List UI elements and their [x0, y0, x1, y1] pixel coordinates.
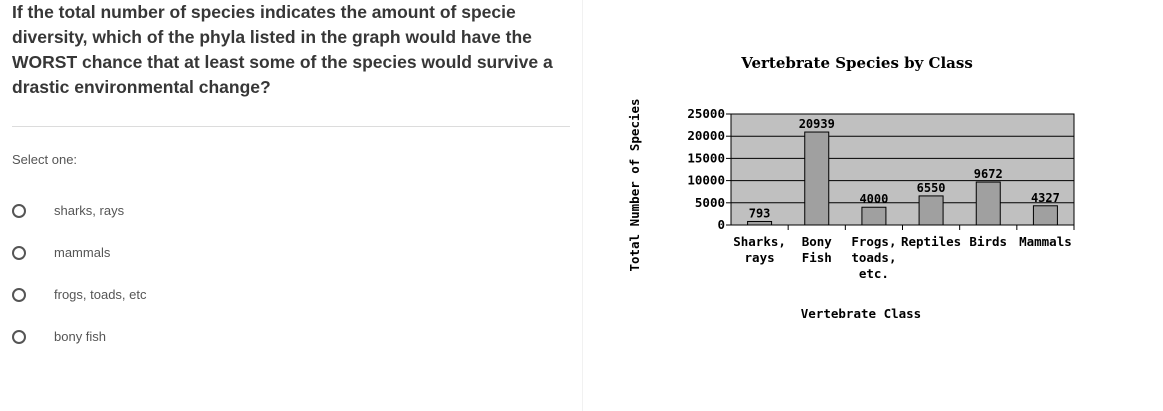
y-tick-label: 20000	[687, 128, 725, 143]
data-label: 20939	[799, 117, 835, 131]
bar	[861, 206, 887, 226]
option-bony-fish[interactable]: bony fish	[12, 327, 312, 353]
x-category-label: toads,	[851, 250, 896, 265]
option-frogs-toads[interactable]: frogs, toads, etc	[12, 285, 312, 311]
question-text: If the total number of species indicates…	[12, 0, 580, 100]
y-axis-label: Total Number of Species	[627, 98, 642, 271]
question-panel: If the total number of species indicates…	[12, 0, 580, 353]
data-label: 4000	[859, 192, 888, 206]
radio-button[interactable]	[12, 330, 26, 344]
x-axis-label: Vertebrate Class	[801, 306, 921, 321]
x-category-label: Mammals	[1019, 234, 1072, 249]
bar	[747, 220, 773, 226]
chart-title: Vertebrate Species by Class	[740, 54, 973, 72]
bar	[918, 195, 944, 226]
y-tick-label: 0	[717, 217, 725, 232]
data-label: 6550	[917, 181, 946, 195]
plot-area: 0 5000 10000 15000 20000 25000 793 Sharks,rays 2…	[687, 106, 1075, 281]
x-category-label: Bony	[802, 234, 833, 249]
question-line: drastic environmental change?	[12, 77, 271, 97]
option-label: sharks, rays	[54, 203, 125, 218]
question-line: WORST chance that at least some of the s…	[12, 52, 553, 72]
data-label: 9672	[974, 167, 1003, 181]
option-label: bony fish	[54, 329, 107, 344]
question-line: If the total number of species indicates…	[12, 2, 516, 22]
x-category-label: etc.	[859, 266, 889, 281]
option-sharks-rays[interactable]: sharks, rays	[12, 201, 312, 227]
question-line: diversity, which of the phyla listed in …	[12, 27, 532, 47]
y-tick-label: 15000	[687, 150, 725, 165]
x-category-label: Birds	[969, 234, 1007, 249]
y-tick-label: 5000	[695, 195, 725, 210]
bar	[975, 181, 1001, 226]
select-one-prompt: Select one:	[12, 152, 78, 167]
option-mammals[interactable]: mammals	[12, 243, 312, 269]
chart-image: Vertebrate Species by Class Total Number…	[583, 0, 1163, 411]
bar	[1032, 205, 1058, 226]
plot-background	[730, 113, 1075, 226]
x-category-label: Fish	[802, 250, 832, 265]
y-tick-label: 25000	[687, 106, 725, 121]
bar-chart: Vertebrate Species by Class Total Number…	[627, 54, 1075, 321]
radio-button[interactable]	[12, 204, 26, 218]
bar	[804, 131, 830, 226]
radio-button[interactable]	[12, 288, 26, 302]
x-category-label: Reptiles	[901, 234, 961, 249]
x-category-label: rays	[745, 250, 775, 265]
option-label: mammals	[54, 245, 111, 260]
radio-button[interactable]	[12, 246, 26, 260]
x-category-label: Frogs,	[851, 234, 896, 249]
option-label: frogs, toads, etc	[54, 287, 147, 302]
panel-divider	[582, 0, 583, 411]
y-tick-label: 10000	[687, 173, 725, 188]
data-label: 793	[749, 206, 771, 220]
x-category-label: Sharks,	[733, 234, 786, 249]
data-label: 4327	[1031, 191, 1060, 205]
question-divider	[12, 126, 570, 127]
